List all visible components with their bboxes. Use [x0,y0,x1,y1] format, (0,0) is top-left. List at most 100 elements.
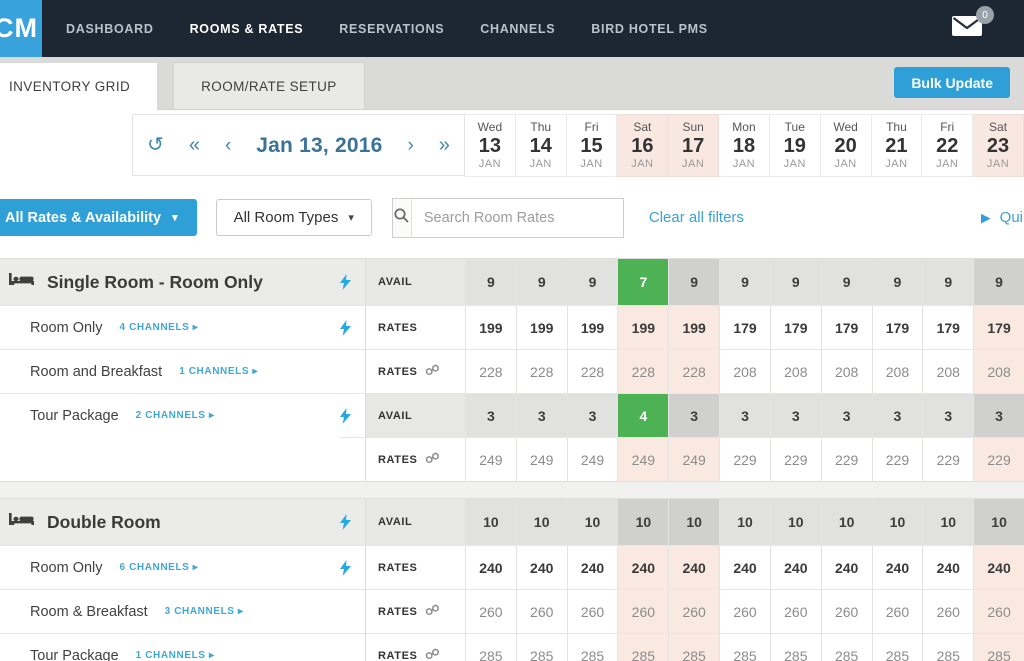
room-type-name-cell[interactable]: Double Room [0,499,340,545]
nav-item-dashboard[interactable]: DASHBOARD [66,21,154,36]
avail-cell[interactable]: 10 [465,499,516,545]
room-type-name-cell[interactable]: Single Room - Room Only [0,259,340,305]
avail-cell[interactable]: 10 [769,499,821,545]
rate-cell[interactable]: 228 [668,349,720,393]
rate-cell[interactable]: 249 [566,437,618,481]
rate-cell[interactable]: 179 [922,305,974,349]
rate-cell[interactable]: 240 [465,545,516,589]
rate-cell[interactable]: 179 [769,305,821,349]
rate-cell[interactable]: 199 [515,305,567,349]
rate-cell[interactable]: 179 [871,305,923,349]
rate-cell[interactable]: 228 [465,349,516,393]
avail-cell[interactable]: 3 [769,393,821,437]
rate-cell[interactable]: 285 [871,633,923,661]
avail-cell[interactable]: 9 [465,259,516,305]
app-logo[interactable]: CM [0,0,42,57]
avail-cell[interactable]: 10 [820,499,872,545]
avail-cell[interactable]: 9 [769,259,821,305]
avail-cell[interactable]: 3 [566,393,618,437]
refresh-icon[interactable]: ↺ [147,134,164,156]
avail-cell[interactable]: 10 [515,499,567,545]
rate-cell[interactable]: 285 [719,633,770,661]
avail-cell[interactable]: 10 [566,499,618,545]
rate-cell[interactable]: 285 [820,633,872,661]
rate-cell[interactable]: 260 [719,589,770,633]
avail-cell[interactable]: 10 [973,499,1024,545]
rate-cell[interactable]: 228 [566,349,618,393]
rate-cell[interactable]: 229 [769,437,821,481]
avail-cell[interactable]: 3 [515,393,567,437]
rate-cell[interactable]: 285 [515,633,567,661]
rate-cell[interactable]: 229 [719,437,770,481]
avail-cell[interactable]: 3 [922,393,974,437]
avail-cell[interactable]: 9 [515,259,567,305]
rate-cell[interactable]: 260 [465,589,516,633]
rate-cell[interactable]: 240 [973,545,1024,589]
rate-cell[interactable]: 260 [515,589,567,633]
avail-cell[interactable]: 4 [617,393,669,437]
rates-availability-dropdown[interactable]: All Rates & Availability ▾ [0,199,197,236]
avail-cell[interactable]: 10 [617,499,669,545]
rate-cell[interactable]: 260 [871,589,923,633]
first-page-icon[interactable]: « [188,134,200,156]
avail-cell[interactable]: 9 [719,259,770,305]
rate-cell[interactable]: 208 [922,349,974,393]
rate-cell[interactable]: 229 [922,437,974,481]
avail-cell[interactable]: 9 [973,259,1024,305]
nav-item-bird-hotel-pms[interactable]: BIRD HOTEL PMS [591,21,708,36]
rate-cell[interactable]: 260 [668,589,720,633]
channels-link[interactable]: 6 CHANNELS ▸ [119,562,199,573]
rate-cell[interactable]: 208 [820,349,872,393]
rate-cell[interactable]: 199 [617,305,669,349]
nav-item-channels[interactable]: CHANNELS [480,21,556,36]
rate-cell[interactable]: 179 [820,305,872,349]
nav-item-reservations[interactable]: RESERVATIONS [339,21,445,36]
rate-cell[interactable]: 199 [465,305,516,349]
rate-cell[interactable]: 285 [617,633,669,661]
channels-link[interactable]: 2 CHANNELS ▸ [135,410,215,421]
nav-item-rooms-rates[interactable]: ROOMS & RATES [189,21,304,36]
avail-cell[interactable]: 3 [820,393,872,437]
rate-cell[interactable]: 240 [871,545,923,589]
rate-cell[interactable]: 240 [820,545,872,589]
rate-cell[interactable]: 249 [668,437,720,481]
avail-cell[interactable]: 3 [973,393,1024,437]
rate-cell[interactable]: 285 [973,633,1024,661]
rate-cell[interactable]: 228 [515,349,567,393]
rate-cell[interactable]: 285 [769,633,821,661]
rate-cell[interactable]: 285 [465,633,516,661]
rate-cell[interactable]: 285 [566,633,618,661]
current-date[interactable]: Jan 13, 2016 [256,133,383,157]
rate-cell[interactable]: 285 [922,633,974,661]
rate-cell[interactable]: 249 [465,437,516,481]
rate-cell[interactable]: 249 [515,437,567,481]
channels-link[interactable]: 4 CHANNELS ▸ [119,322,199,333]
channels-link[interactable]: 1 CHANNELS ▸ [135,650,215,661]
rate-cell[interactable]: 240 [668,545,720,589]
avail-cell[interactable]: 10 [719,499,770,545]
avail-cell[interactable]: 3 [719,393,770,437]
rate-cell[interactable]: 260 [566,589,618,633]
rate-cell[interactable]: 240 [922,545,974,589]
rate-cell[interactable]: 260 [922,589,974,633]
quick-link[interactable]: ▶ Qui [981,209,1023,226]
rate-cell[interactable]: 240 [617,545,669,589]
tab-inventory-grid[interactable]: INVENTORY GRID [0,63,158,110]
rate-cell[interactable]: 229 [820,437,872,481]
rate-cell[interactable]: 208 [769,349,821,393]
avail-cell[interactable]: 3 [668,393,720,437]
avail-cell[interactable]: 10 [922,499,974,545]
mail-button[interactable]: 0 [952,6,994,41]
rate-cell[interactable]: 229 [973,437,1024,481]
rate-cell[interactable]: 240 [719,545,770,589]
prev-day-icon[interactable]: ‹ [224,134,232,156]
rate-cell[interactable]: 260 [769,589,821,633]
rate-cell[interactable]: 240 [769,545,821,589]
room-types-dropdown[interactable]: All Room Types ▾ [215,199,372,236]
avail-cell[interactable]: 10 [668,499,720,545]
rate-cell[interactable]: 260 [820,589,872,633]
rate-cell[interactable]: 199 [566,305,618,349]
rate-cell[interactable]: 260 [973,589,1024,633]
avail-cell[interactable]: 9 [922,259,974,305]
avail-cell[interactable]: 3 [465,393,516,437]
